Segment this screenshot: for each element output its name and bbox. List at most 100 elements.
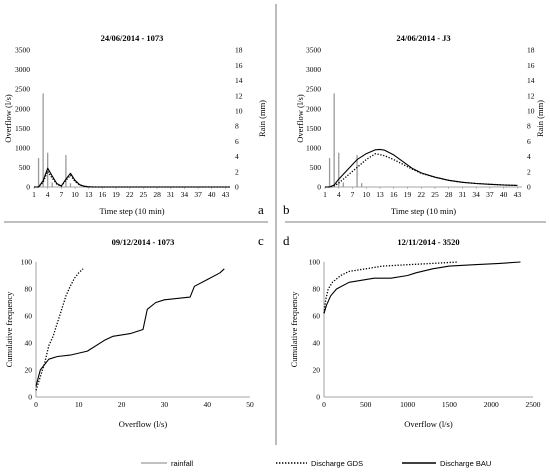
y-tick-label: 40 <box>313 339 321 348</box>
x-axis-label: Time step (10 min) <box>99 206 164 216</box>
x-axis-label: Time step (10 min) <box>391 206 456 216</box>
y2-tick-label: 4 <box>235 152 239 161</box>
y2-tick-label: 0 <box>235 183 239 192</box>
x-tick-label: 22 <box>126 190 134 199</box>
y-tick-label: 2500 <box>15 85 30 94</box>
x-tick-label: 10 <box>75 400 83 409</box>
y2-tick-label: 12 <box>527 91 535 100</box>
chart-title: 24/06/2014 - J3 <box>396 33 450 43</box>
chart-a: 24/06/2014 - 1073 0 500 1000 1500 2000 2500 300… <box>3 33 267 216</box>
y-tick-label: 3500 <box>15 46 30 55</box>
y-tick-label: 1500 <box>15 124 30 133</box>
y2-tick-label: 6 <box>527 137 531 146</box>
y-tick-label: 2000 <box>306 104 321 113</box>
y2-tick-label: 18 <box>527 46 535 55</box>
x-tick-label: 0 <box>34 400 38 409</box>
series-line-gds <box>325 153 518 188</box>
legend-gds-label: Discharge GDS <box>311 459 363 468</box>
x-tick-label: 34 <box>472 190 480 199</box>
x-tick-label: 40 <box>208 190 216 199</box>
y-tick-label: 0 <box>28 393 32 402</box>
x-tick-label: 4 <box>46 190 50 199</box>
legend-rainfall-label: rainfall <box>171 459 193 468</box>
chart-panels: 24/06/2014 - 107305001000150020002500300… <box>3 33 545 429</box>
chart-title: 24/06/2014 - 1073 <box>101 33 164 43</box>
x-tick-label: 28 <box>153 190 161 199</box>
x-axis-label: Overflow (l/s) <box>119 419 168 429</box>
x-tick-label: 40 <box>500 190 508 199</box>
y2-tick-label: 14 <box>235 76 243 85</box>
y-tick-label: 0 <box>26 183 30 192</box>
x-tick-label: 1 <box>32 190 36 199</box>
x-tick-label: 16 <box>390 190 398 199</box>
x-tick-label: 34 <box>181 190 189 199</box>
panel-label-b: b <box>283 202 290 217</box>
series-line-bau <box>325 148 518 188</box>
x-tick-label: 28 <box>445 190 453 199</box>
chart-c: 09/12/2014 - 1073 0 20 40 60 80 100 0 10 20 30 40 50… <box>4 237 254 429</box>
y2-tick-label: 8 <box>235 122 239 131</box>
y2-tick-label: 2 <box>235 167 239 176</box>
series-line-bau <box>35 268 225 387</box>
chart-b: 24/06/2014 - J3 0 500 1000 1500 2000 2500 3000 3… <box>295 33 545 216</box>
y-axis-label: Cumulative frequency <box>289 291 299 368</box>
y-tick-label: 80 <box>25 285 33 294</box>
x-tick-label: 31 <box>459 190 467 199</box>
y-tick-label: 80 <box>313 285 321 294</box>
y2-axis-label: Rain (mm) <box>257 100 267 137</box>
series-line-bau <box>34 167 230 188</box>
x-tick-label: 40 <box>203 400 211 409</box>
y2-tick-label: 18 <box>235 46 243 55</box>
y-tick-label: 500 <box>19 163 31 172</box>
y2-tick-label: 6 <box>235 137 239 146</box>
chart-title: 09/12/2014 - 1073 <box>112 237 175 247</box>
x-tick-label: 31 <box>167 190 175 199</box>
y-tick-label: 2500 <box>306 85 321 94</box>
y2-tick-label: 10 <box>527 106 535 115</box>
x-tick-label: 13 <box>85 190 93 199</box>
y-tick-label: 3500 <box>306 46 321 55</box>
x-tick-label: 25 <box>431 190 439 199</box>
series-line-gds <box>35 268 84 391</box>
y2-tick-label: 10 <box>235 106 243 115</box>
x-tick-label: 30 <box>161 400 169 409</box>
y-tick-label: 100 <box>309 258 321 267</box>
x-tick-label: 0 <box>322 400 326 409</box>
y-tick-label: 0 <box>316 393 320 402</box>
y2-tick-label: 12 <box>235 91 243 100</box>
series-line-gds <box>323 261 458 314</box>
x-axis-label: Overflow (l/s) <box>404 419 453 429</box>
chart-title: 12/11/2014 - 3520 <box>397 237 459 247</box>
y-tick-label: 3000 <box>15 65 30 74</box>
y2-axis-label: Rain (mm) <box>535 100 545 137</box>
series-line-bau <box>323 261 521 314</box>
legend: rainfall Discharge GDS Discharge BAU <box>141 459 491 468</box>
x-tick-label: 37 <box>486 190 494 199</box>
x-tick-label: 20 <box>118 400 126 409</box>
x-tick-label: 22 <box>417 190 425 199</box>
y-axis-label: Cumulative frequency <box>4 291 14 368</box>
x-tick-label: 2500 <box>526 400 541 409</box>
x-tick-label: 1500 <box>442 400 457 409</box>
y-tick-label: 0 <box>317 183 321 192</box>
x-tick-label: 1000 <box>400 400 415 409</box>
y2-tick-label: 16 <box>527 61 535 70</box>
y2-tick-label: 14 <box>527 76 535 85</box>
x-tick-label: 25 <box>140 190 148 199</box>
legend-bau-label: Discharge BAU <box>440 459 491 468</box>
y-tick-label: 2000 <box>15 104 30 113</box>
series-line-gds <box>34 170 230 188</box>
x-tick-label: 16 <box>99 190 107 199</box>
y-axis-label: Overflow (l/s) <box>3 94 13 143</box>
y-tick-label: 500 <box>310 163 322 172</box>
x-tick-label: 50 <box>246 400 254 409</box>
panel-label-d: d <box>283 233 290 248</box>
y-tick-label: 60 <box>25 312 33 321</box>
y2-tick-label: 8 <box>527 122 531 131</box>
y-tick-label: 3000 <box>306 65 321 74</box>
x-tick-label: 10 <box>362 190 370 199</box>
y-tick-label: 20 <box>25 366 33 375</box>
y-tick-label: 20 <box>313 366 321 375</box>
